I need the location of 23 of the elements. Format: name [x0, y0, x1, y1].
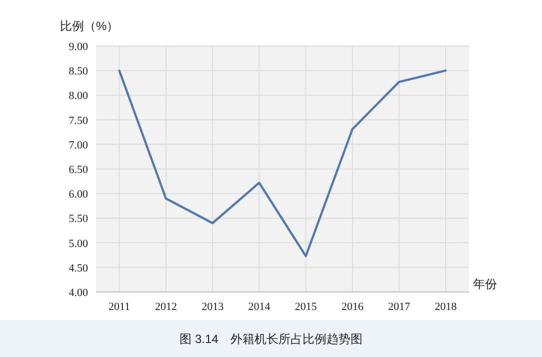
y-tick-label: 9.00 [68, 41, 88, 53]
line-series [118, 70, 447, 258]
y-tick-label: 4.50 [68, 262, 88, 274]
y-axis-title: 比例（%） [60, 19, 119, 33]
x-tick-label: 2017 [388, 301, 411, 313]
x-tick-label: 2013 [202, 301, 224, 313]
y-tick-label: 4.00 [68, 287, 88, 299]
x-tick-label: 2015 [294, 301, 318, 313]
y-tick-label: 5.00 [68, 238, 88, 250]
x-tick-label: 2018 [434, 301, 458, 313]
x-tick-label: 2011 [108, 301, 130, 313]
y-tick-label: 6.00 [68, 188, 88, 201]
text: 图 3.14 外籍机长所占比例趋势图 [180, 332, 362, 346]
y-tick-label: 7.00 [68, 139, 88, 152]
y-tick-label: 8.00 [68, 90, 88, 102]
x-tick-label: 2016 [341, 301, 364, 313]
x-tick-label: 2014 [248, 301, 271, 313]
y-tick-label: 8.50 [68, 66, 88, 78]
y-tick-label: 5.50 [68, 213, 88, 226]
y-tick-label: 6.50 [68, 164, 88, 176]
y-tick-label: 7.50 [68, 114, 88, 127]
x-tick-label: 2012 [154, 301, 177, 313]
x-axis-title: 年份 [473, 277, 497, 291]
